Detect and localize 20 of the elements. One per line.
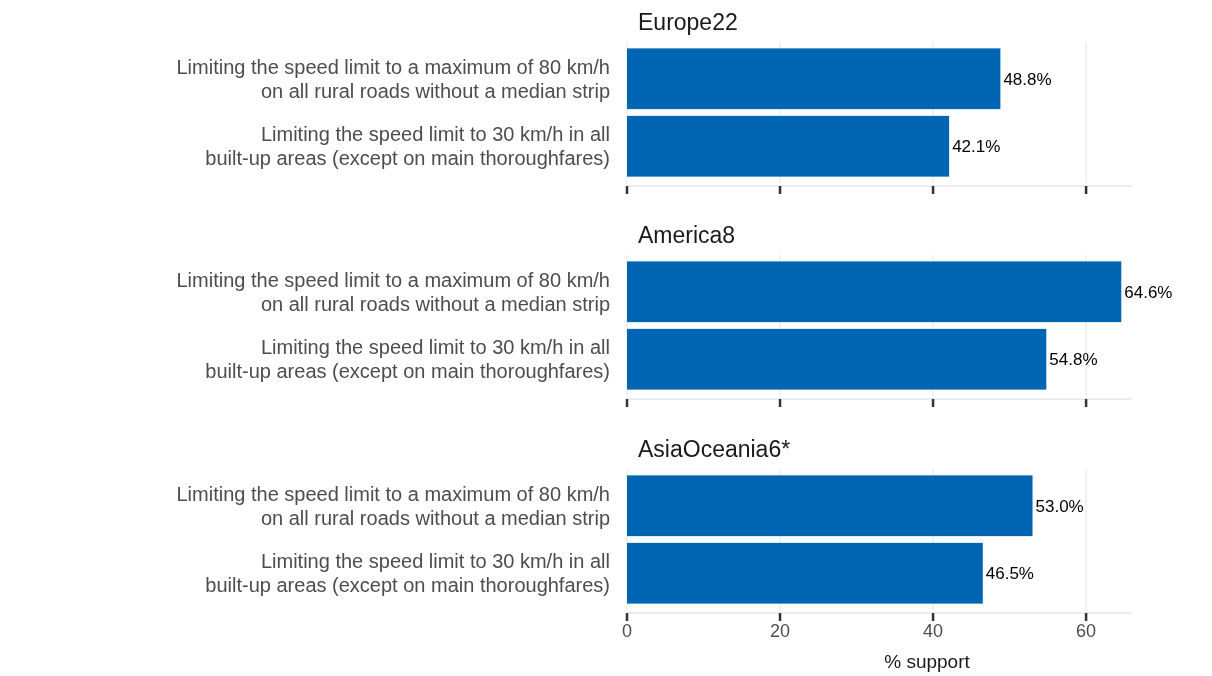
x-axis-title: % support xyxy=(884,651,971,672)
data-label: 64.6% xyxy=(1124,282,1173,302)
y-tick-label: Limiting the speed limit to 30 km/h in all built-up areas (except on main thoroughfares) xyxy=(205,550,610,597)
data-label: 46.5% xyxy=(985,564,1034,584)
x-tick-label: 20 xyxy=(770,621,791,641)
x-tick-label: 40 xyxy=(923,621,944,641)
y-tick-label: Limiting the speed limit to 30 km/h in all built-up areas (except on main thoroughfares) xyxy=(205,336,610,383)
chart-title: AsiaOceania6* xyxy=(638,436,791,462)
y-tick-label: Limiting the speed limit to a maximum of 80 km/h on all rural roads without a median strip xyxy=(176,268,610,315)
chart-title: Europe22 xyxy=(638,9,738,35)
data-label: 54.8% xyxy=(1049,350,1098,370)
y-tick-label: Limiting the speed limit to 30 km/h in all built-up areas (except on main thoroughfares) xyxy=(205,123,610,170)
y-tick-label: Limiting the speed limit to a maximum of 80 km/h on all rural roads without a median strip xyxy=(176,55,610,102)
data-label: 42.1% xyxy=(952,137,1001,157)
chart-title: America8 xyxy=(638,222,736,248)
y-tick-label: Limiting the speed limit to a maximum of 80 km/h on all rural roads without a median strip xyxy=(176,482,610,529)
data-label: 48.8% xyxy=(1003,69,1052,89)
x-tick-label: 60 xyxy=(1076,621,1097,641)
x-tick-label: 0 xyxy=(621,621,633,641)
data-label: 53.0% xyxy=(1035,496,1084,516)
